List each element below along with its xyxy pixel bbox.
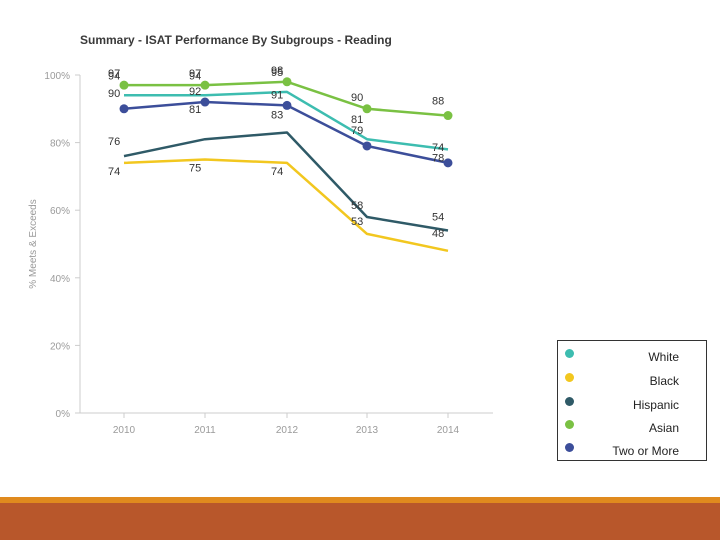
x-tick-label: 2013: [356, 425, 379, 436]
data-label-black: 75: [189, 163, 201, 175]
x-tick-label: 2011: [194, 425, 216, 436]
data-label-white: 94: [189, 70, 201, 82]
chart-title: Summary - ISAT Performance By Subgroups …: [80, 33, 392, 47]
legend-dot-black-icon: [565, 373, 574, 382]
data-label-asian: 97: [189, 68, 201, 80]
data-label-hispanic: 58: [351, 200, 363, 212]
legend-label: Asian: [648, 421, 679, 435]
legend: White Black Hispanic Asian Two or More: [557, 340, 707, 461]
data-point-asian[interactable]: [282, 77, 292, 87]
data-label-asian: 97: [108, 68, 120, 80]
data-label-white: 94: [108, 70, 120, 82]
footer-accent-bar: [0, 497, 720, 503]
data-label-two-or-more: 90: [108, 88, 120, 100]
data-label-white: 81: [351, 114, 363, 126]
footer-bar: [0, 503, 720, 540]
data-label-white: 95: [271, 67, 283, 79]
y-tick-label: 0%: [56, 409, 71, 420]
series-line-hispanic: [123, 131, 449, 232]
legend-item-black[interactable]: Black: [558, 371, 706, 391]
data-point-two-or-more[interactable]: [443, 158, 453, 168]
data-label-black: 48: [432, 228, 444, 240]
data-point-asian[interactable]: [200, 80, 210, 90]
x-tick-label: 2012: [276, 425, 299, 436]
data-label-hispanic: 54: [432, 211, 444, 223]
legend-dot-two-or-more-icon: [565, 443, 574, 452]
data-label-asian: 90: [351, 92, 363, 104]
data-label-hispanic: 76: [108, 136, 120, 148]
x-tick-label: 2010: [113, 425, 136, 436]
legend-item-asian[interactable]: Asian: [558, 418, 706, 438]
data-label-black: 74: [271, 166, 283, 178]
legend-dot-white-icon: [565, 349, 574, 358]
y-tick-label: 60%: [50, 206, 70, 217]
data-label-two-or-more: 92: [189, 86, 201, 98]
legend-item-hispanic[interactable]: Hispanic: [558, 395, 706, 415]
data-label-two-or-more: 79: [351, 125, 363, 137]
data-point-asian[interactable]: [362, 104, 372, 114]
y-tick-label: 100%: [44, 71, 70, 82]
data-label-hispanic: 81: [189, 104, 201, 116]
legend-item-two-or-more[interactable]: Two or More: [558, 441, 706, 461]
data-point-two-or-more[interactable]: [362, 141, 372, 151]
legend-label: Black: [649, 374, 679, 388]
legend-label: Two or More: [612, 444, 679, 458]
legend-label: White: [648, 350, 679, 364]
data-label-two-or-more: 91: [271, 89, 283, 101]
x-tick-label: 2014: [437, 425, 460, 436]
legend-dot-hispanic-icon: [565, 397, 574, 406]
data-label-hispanic: 83: [271, 109, 283, 121]
data-point-asian[interactable]: [119, 80, 129, 90]
series-line-white: [124, 90, 449, 151]
data-point-asian[interactable]: [443, 111, 453, 121]
data-label-asian: 88: [432, 96, 444, 108]
data-point-two-or-more[interactable]: [119, 104, 129, 114]
data-label-black: 74: [108, 166, 120, 178]
y-tick-label: 20%: [50, 341, 70, 352]
data-point-two-or-more[interactable]: [282, 100, 292, 110]
data-label-white: 78: [432, 152, 444, 164]
data-label-two-or-more: 74: [432, 142, 444, 154]
series-line-black: [123, 158, 449, 253]
y-axis-title: % Meets & Exceeds: [28, 199, 39, 288]
data-point-two-or-more[interactable]: [200, 97, 210, 107]
legend-label: Hispanic: [632, 398, 679, 412]
series-line-asian: [124, 80, 449, 117]
y-tick-label: 80%: [50, 139, 70, 150]
y-tick-label: 40%: [50, 274, 70, 285]
data-label-black: 53: [351, 216, 363, 228]
legend-item-white[interactable]: White: [558, 347, 706, 367]
data-label-asian: 98: [271, 65, 283, 77]
legend-dot-asian-icon: [565, 420, 574, 429]
